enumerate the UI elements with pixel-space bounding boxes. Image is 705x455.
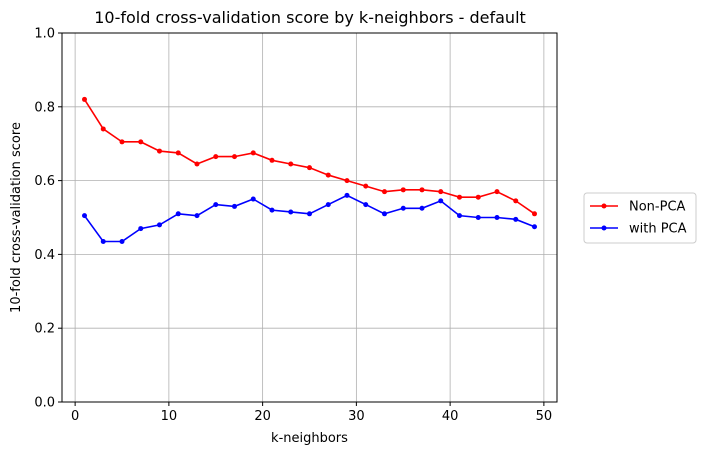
legend-label: with PCA — [629, 222, 687, 237]
data-point — [232, 203, 237, 209]
data-point — [175, 150, 181, 156]
data-point — [194, 213, 200, 219]
x-tick-label: 40 — [442, 409, 459, 424]
data-point — [344, 192, 350, 198]
y-tick-label: 0.4 — [34, 248, 55, 263]
data-point — [475, 215, 481, 220]
data-point — [232, 154, 237, 160]
data-point — [325, 202, 331, 208]
y-tick-label: 0.0 — [34, 396, 55, 411]
data-point — [269, 207, 275, 213]
data-point — [363, 202, 369, 208]
data-point — [307, 165, 312, 171]
x-tick-label: 0 — [71, 409, 79, 424]
data-point — [119, 139, 125, 145]
data-point — [344, 178, 350, 184]
data-point — [100, 126, 106, 132]
legend-marker — [601, 203, 607, 209]
data-point — [269, 157, 275, 163]
data-point — [213, 154, 219, 160]
data-point — [82, 96, 87, 102]
data-point — [419, 205, 425, 211]
chart-title: 10-fold cross-validation score by k-neig… — [94, 8, 526, 27]
x-tick-label: 10 — [161, 409, 178, 424]
series-line — [83, 194, 535, 243]
data-point — [100, 238, 106, 244]
legend-marker — [601, 225, 607, 231]
data-point — [513, 198, 519, 204]
data-point — [382, 211, 387, 217]
legend-item: with PCA — [590, 222, 687, 237]
data-point — [288, 209, 294, 215]
data-point — [213, 202, 219, 208]
series-layer — [82, 96, 537, 244]
data-point — [457, 194, 462, 200]
y-tick-label: 0.6 — [34, 174, 55, 189]
y-axis: 0.0 0.2 0.4 0.6 0.8 1.0 — [34, 27, 62, 411]
data-point — [175, 211, 181, 217]
data-point — [419, 187, 425, 193]
x-tick-label: 30 — [348, 409, 365, 424]
data-point — [382, 189, 387, 195]
data-point — [325, 172, 331, 178]
data-point — [157, 222, 162, 228]
y-tick-label: 0.2 — [34, 322, 55, 337]
series-1 — [82, 192, 537, 244]
data-point — [157, 148, 162, 154]
data-point — [138, 139, 144, 145]
data-point — [532, 211, 537, 217]
x-tick-label: 50 — [536, 409, 553, 424]
data-point — [494, 215, 500, 220]
data-point — [438, 189, 444, 195]
y-axis-label: 10-fold cross-validation score — [9, 122, 24, 313]
y-tick-label: 0.8 — [34, 100, 55, 115]
data-point — [532, 224, 537, 230]
data-point — [138, 226, 144, 232]
data-point — [82, 213, 87, 219]
data-point — [363, 183, 369, 189]
y-tick-label: 1.0 — [34, 27, 55, 42]
plot-frame — [61, 32, 558, 403]
series-line — [83, 98, 535, 215]
data-point — [494, 189, 500, 195]
data-point — [119, 238, 125, 244]
series-0 — [82, 96, 537, 217]
legend-label: Non-PCA — [629, 200, 686, 215]
data-point — [400, 205, 406, 211]
data-point — [194, 161, 200, 167]
data-point — [250, 196, 256, 202]
data-point — [457, 213, 462, 219]
data-point — [307, 211, 312, 217]
data-point — [288, 161, 294, 167]
data-point — [475, 194, 481, 200]
data-point — [513, 216, 519, 222]
data-point — [250, 150, 256, 156]
legend-item: Non-PCA — [590, 200, 686, 215]
legend: Non-PCA with PCA — [583, 192, 697, 244]
data-point — [438, 198, 444, 204]
data-point — [400, 187, 406, 193]
x-tick-label: 20 — [254, 409, 271, 424]
x-axis: 0 10 20 30 40 50 — [71, 402, 552, 424]
x-axis-label: k-neighbors — [271, 431, 348, 446]
